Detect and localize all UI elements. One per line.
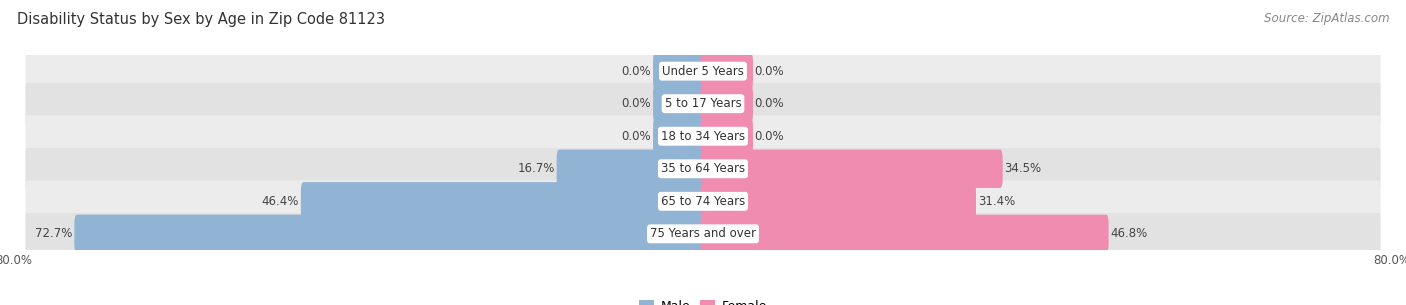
Legend: Male, Female: Male, Female: [634, 295, 772, 305]
Text: 72.7%: 72.7%: [35, 227, 73, 240]
FancyBboxPatch shape: [700, 182, 976, 221]
FancyBboxPatch shape: [25, 50, 1381, 92]
Text: 0.0%: 0.0%: [621, 97, 651, 110]
FancyBboxPatch shape: [652, 52, 706, 90]
Text: 46.8%: 46.8%: [1111, 227, 1147, 240]
FancyBboxPatch shape: [557, 149, 706, 188]
FancyBboxPatch shape: [301, 182, 706, 221]
Text: 0.0%: 0.0%: [755, 97, 785, 110]
FancyBboxPatch shape: [25, 148, 1381, 190]
Text: 75 Years and over: 75 Years and over: [650, 227, 756, 240]
Text: Under 5 Years: Under 5 Years: [662, 65, 744, 78]
Text: 18 to 34 Years: 18 to 34 Years: [661, 130, 745, 143]
Text: 46.4%: 46.4%: [262, 195, 299, 208]
FancyBboxPatch shape: [700, 84, 754, 123]
Text: 0.0%: 0.0%: [755, 65, 785, 78]
FancyBboxPatch shape: [700, 117, 754, 156]
FancyBboxPatch shape: [25, 181, 1381, 222]
Text: Source: ZipAtlas.com: Source: ZipAtlas.com: [1264, 12, 1389, 25]
FancyBboxPatch shape: [25, 115, 1381, 157]
FancyBboxPatch shape: [700, 149, 1002, 188]
FancyBboxPatch shape: [25, 83, 1381, 124]
Text: Disability Status by Sex by Age in Zip Code 81123: Disability Status by Sex by Age in Zip C…: [17, 12, 385, 27]
FancyBboxPatch shape: [25, 213, 1381, 255]
FancyBboxPatch shape: [75, 215, 706, 253]
Text: 16.7%: 16.7%: [517, 162, 555, 175]
Text: 0.0%: 0.0%: [621, 130, 651, 143]
Text: 5 to 17 Years: 5 to 17 Years: [665, 97, 741, 110]
Text: 65 to 74 Years: 65 to 74 Years: [661, 195, 745, 208]
Text: 31.4%: 31.4%: [977, 195, 1015, 208]
Text: 34.5%: 34.5%: [1004, 162, 1042, 175]
FancyBboxPatch shape: [652, 117, 706, 156]
FancyBboxPatch shape: [700, 52, 754, 90]
FancyBboxPatch shape: [700, 215, 1108, 253]
Text: 35 to 64 Years: 35 to 64 Years: [661, 162, 745, 175]
Text: 0.0%: 0.0%: [755, 130, 785, 143]
Text: 0.0%: 0.0%: [621, 65, 651, 78]
FancyBboxPatch shape: [652, 84, 706, 123]
